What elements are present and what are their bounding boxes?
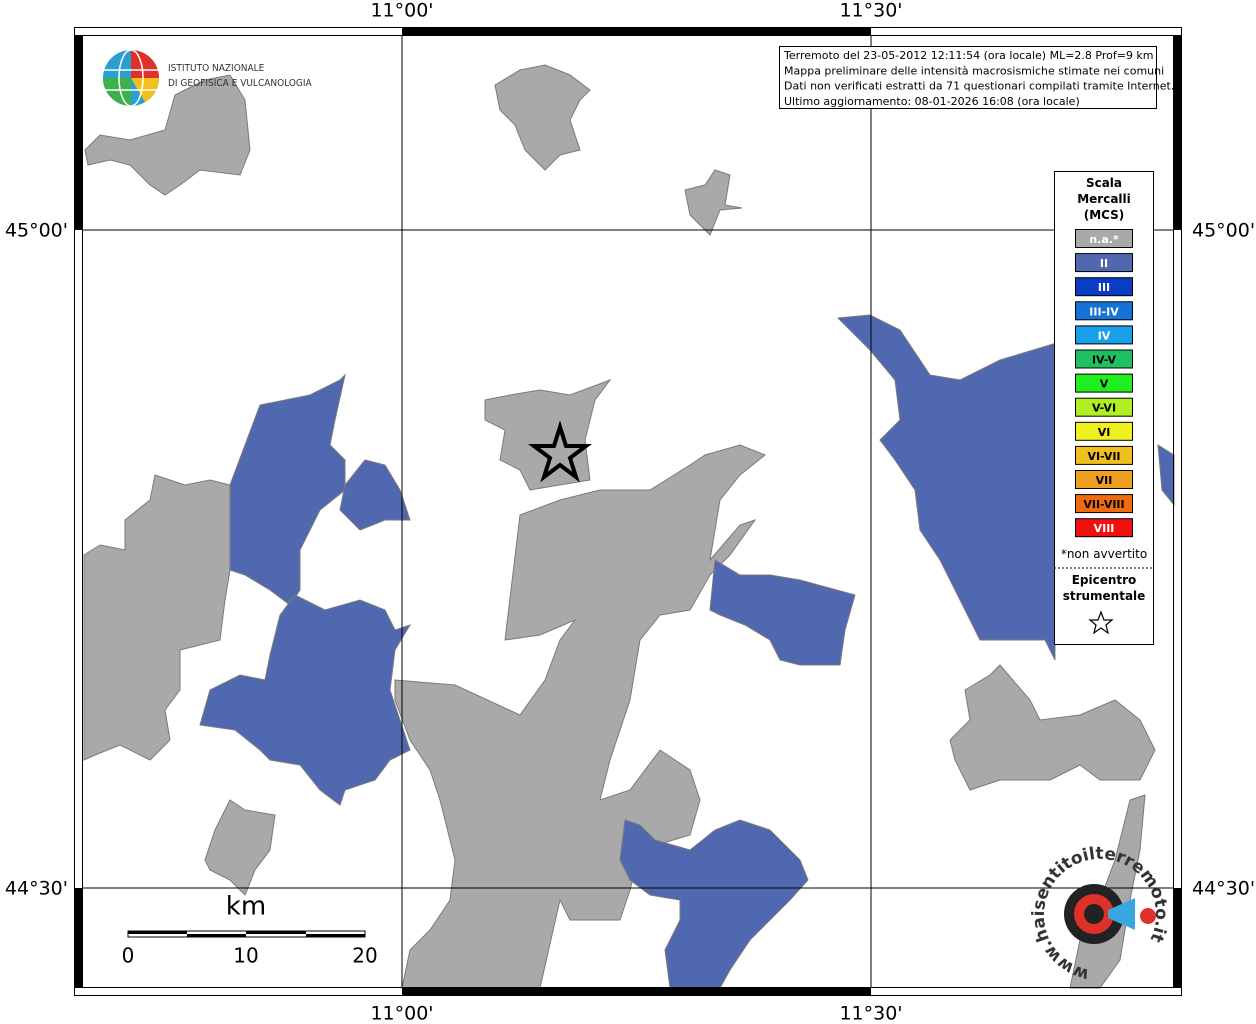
target — [1084, 904, 1104, 924]
globe-part — [131, 50, 159, 78]
legend-swatch — [1075, 325, 1133, 345]
legend-label: n.a.* — [1089, 233, 1119, 246]
legend-swatch — [1075, 494, 1133, 514]
frame-bar — [1174, 35, 1182, 230]
megaphone — [1108, 898, 1135, 930]
legend-epicenter: Epicentro — [1072, 573, 1137, 587]
legend-label: VII-VIII — [1083, 498, 1124, 511]
scale-label: 20 — [352, 944, 377, 968]
legend-label: III — [1098, 281, 1110, 294]
area — [836, 314, 1101, 661]
lat-label: 45°00' — [1192, 220, 1255, 242]
lon-label: 11°30' — [839, 1003, 902, 1024]
legend-swatch — [1075, 349, 1133, 369]
scale-segment — [246, 931, 306, 934]
legend: ScalaMercalli(MCS)n.a.*IIIIIIII-IVIVIV-V… — [1054, 171, 1154, 645]
legend-swatch — [1075, 445, 1133, 465]
frame-inner — [82, 35, 1174, 988]
legend-epicenter: strumentale — [1063, 589, 1146, 603]
scale-segment — [128, 931, 187, 934]
frame-bar — [402, 27, 871, 35]
legend-swatch — [1075, 229, 1133, 248]
area — [684, 169, 743, 236]
frame-bar — [74, 888, 82, 988]
area — [619, 819, 809, 989]
area — [494, 64, 591, 171]
frame-bar — [402, 988, 871, 996]
graticule — [82, 35, 1174, 988]
frame — [74, 27, 1182, 996]
legend-title: (MCS) — [1084, 208, 1125, 222]
legend-label: IV-V — [1092, 354, 1117, 367]
legend-label: VII — [1096, 474, 1113, 487]
area — [84, 74, 251, 196]
logo-text: DI GEOFISICA E VULCANOLOGIA — [168, 78, 313, 89]
legend-label: V — [1100, 378, 1109, 391]
legend-swatch — [1075, 518, 1133, 538]
info-line: Mappa preliminare delle intensità macros… — [784, 64, 1164, 77]
area — [394, 444, 766, 989]
scale-segment — [306, 934, 365, 937]
municipalities — [83, 64, 1175, 989]
area — [949, 664, 1156, 791]
lon-label: 11°00' — [370, 1003, 433, 1024]
badge — [1140, 908, 1156, 924]
info-box: Terremoto del 23-05-2012 12:11:54 (ora l… — [779, 46, 1174, 109]
legend-swatch — [1075, 301, 1133, 321]
legend-label: III-IV — [1089, 305, 1119, 318]
legend-title: Scala — [1086, 176, 1122, 190]
legend-swatch — [1075, 421, 1133, 441]
area — [83, 474, 251, 761]
legend-label: VI-VII — [1087, 450, 1120, 463]
area — [199, 594, 412, 806]
scale-segment — [187, 934, 246, 937]
legend-label: II — [1100, 257, 1108, 270]
scale-unit: km — [226, 892, 266, 922]
scale-label: 0 — [122, 944, 135, 968]
scale-bar: km 0 10 20 — [122, 892, 378, 968]
lat-label: 44°30' — [5, 878, 68, 900]
legend-star — [1088, 610, 1114, 635]
info-line: Ultimo aggiornamento: 08-01-2026 16:08 (… — [784, 95, 1080, 108]
legend-title: Mercalli — [1077, 192, 1131, 206]
legend-swatch — [1075, 470, 1133, 489]
globe-part — [103, 78, 131, 106]
lon-label: 11°00' — [370, 0, 433, 22]
legend-label: IV — [1098, 329, 1111, 342]
lon-label: 11°30' — [839, 0, 902, 22]
area — [484, 378, 612, 491]
legend-swatch — [1075, 373, 1133, 393]
legend-label: VIII — [1094, 522, 1115, 535]
info-frame — [779, 46, 1157, 109]
scale-label: 10 — [233, 944, 258, 968]
legend-label: V-VI — [1092, 402, 1116, 415]
info-line: Dati non verificati estratti da 71 quest… — [784, 80, 1174, 93]
area — [709, 559, 856, 666]
logo: ISTITUTO NAZIONALE DI GEOFISICA E VULCAN… — [103, 49, 313, 107]
frame-bar — [1174, 888, 1182, 988]
legend-swatch — [1075, 397, 1133, 417]
lat-label: 45°00' — [5, 220, 68, 242]
area — [204, 799, 276, 896]
legend-label: VI — [1098, 426, 1111, 439]
area — [339, 459, 411, 531]
logo-text: ISTITUTO NAZIONALE — [168, 63, 265, 74]
lat-label: 44°30' — [1192, 878, 1255, 900]
frame-bar — [74, 35, 82, 230]
info-line: Terremoto del 23-05-2012 12:11:54 (ora l… — [783, 49, 1154, 62]
legend-note: *non avvertito — [1061, 547, 1147, 561]
legend-swatch — [1075, 277, 1133, 297]
legend-swatch — [1075, 253, 1133, 273]
epicenter — [528, 420, 592, 483]
